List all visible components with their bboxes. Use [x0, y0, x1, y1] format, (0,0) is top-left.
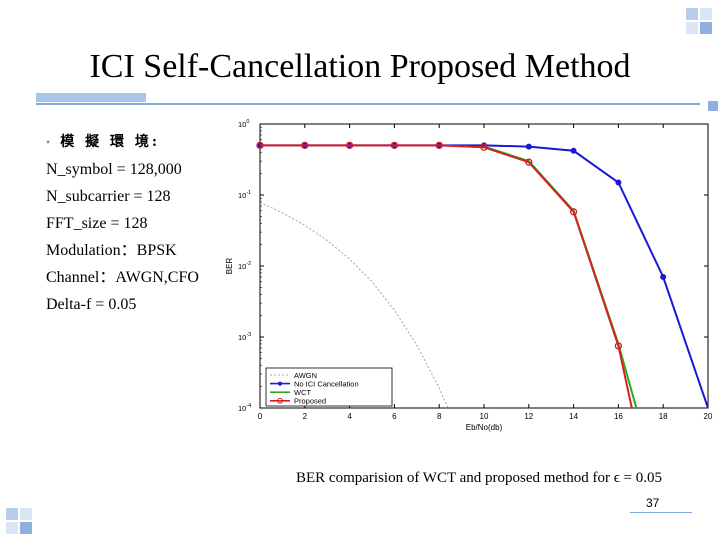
- x-tick-label: 0: [258, 412, 263, 421]
- legend-label: WCT: [294, 388, 311, 397]
- x-tick-label: 12: [524, 412, 533, 421]
- x-axis-label: Eb/No(db): [466, 423, 503, 432]
- chart-axes: 0 2 4 6 8 10 12 14 16 18 20 100 10-1 10-2 10-3 10-4 Eb/N…: [225, 119, 713, 432]
- param-modulation: Modulation：BPSK: [46, 242, 177, 259]
- legend-box: [265, 367, 393, 407]
- chart-series: [256, 141, 708, 408]
- x-tick-label: 16: [614, 412, 623, 421]
- data-point-proposed: [301, 141, 309, 150]
- parameters-heading: • 模 擬 環 境:: [46, 128, 199, 156]
- page-number: 37: [646, 496, 660, 510]
- data-point-proposed: [569, 208, 578, 216]
- series-line-proposed: [260, 144, 633, 408]
- ber-chart: 0 2 4 6 8 10 12 14 16 18 20 100 10-1 10-2 10-3 10-4 Eb/N…: [225, 119, 713, 432]
- legend-label: No ICI Cancellation: [294, 379, 359, 388]
- param-delta-f: Delta-f = 0.05: [46, 296, 137, 313]
- param-fft-size: FFT_size = 128: [46, 215, 148, 232]
- title-accent-bar: [36, 93, 146, 102]
- data-point-no-ici-cancellation: [615, 179, 622, 186]
- data-point-proposed: [435, 141, 443, 150]
- corner-decoration-bottom-left: [6, 508, 32, 534]
- data-point-proposed: [256, 141, 264, 150]
- y-tick-label: 100: [238, 119, 249, 129]
- data-point-proposed: [345, 141, 354, 150]
- simulation-parameters: • 模 擬 環 境: N_symbol = 128,000 N_subcarrie…: [46, 128, 199, 318]
- data-point-no-ici-cancellation: [525, 143, 532, 150]
- legend-marker: [278, 381, 282, 386]
- title-divider: [36, 103, 700, 105]
- series-line-awgn: [260, 201, 449, 408]
- data-point-proposed: [480, 143, 488, 151]
- plot-frame: [259, 123, 709, 409]
- chart-caption: BER comparision of WCT and proposed meth…: [296, 470, 663, 486]
- data-point-proposed: [525, 158, 533, 166]
- y-tick-label: 10-1: [238, 190, 251, 200]
- data-point-proposed: [390, 141, 399, 150]
- legend-marker: [277, 397, 283, 404]
- data-point-no-ici-cancellation: [660, 273, 667, 280]
- param-subcarriers: N_subcarrier = 128: [46, 188, 171, 205]
- data-point-proposed: [614, 342, 623, 350]
- legend-label: AWGN: [294, 371, 317, 380]
- y-axis-label: BER: [225, 258, 234, 275]
- x-tick-label: 2: [303, 412, 308, 421]
- y-tick-label: 10-2: [238, 261, 251, 271]
- x-tick-label: 20: [704, 412, 713, 421]
- x-tick-label: 4: [347, 412, 352, 421]
- x-tick-label: 10: [480, 412, 489, 421]
- x-tick-label: 6: [392, 412, 397, 421]
- accent-square-right: [708, 101, 718, 111]
- param-symbols: N_symbol = 128,000: [46, 161, 182, 178]
- x-tick-label: 14: [569, 412, 578, 421]
- parameters-heading-text: 模 擬 環 境:: [60, 134, 160, 150]
- page-number-rule: [630, 512, 692, 513]
- x-tick-label: 18: [659, 412, 668, 421]
- corner-decoration-top-right: [686, 8, 712, 34]
- slide-title: ICI Self-Cancellation Proposed Method: [89, 48, 631, 85]
- y-tick-label: 10-3: [238, 332, 251, 342]
- x-tick-label: 8: [437, 412, 442, 421]
- data-point-no-ici-cancellation: [570, 147, 577, 154]
- legend-label: Proposed: [294, 397, 326, 406]
- y-tick-label: 10-4: [238, 403, 251, 413]
- bullet-icon: •: [46, 135, 51, 149]
- param-channel: Channel：AWGN,CFO: [46, 269, 199, 286]
